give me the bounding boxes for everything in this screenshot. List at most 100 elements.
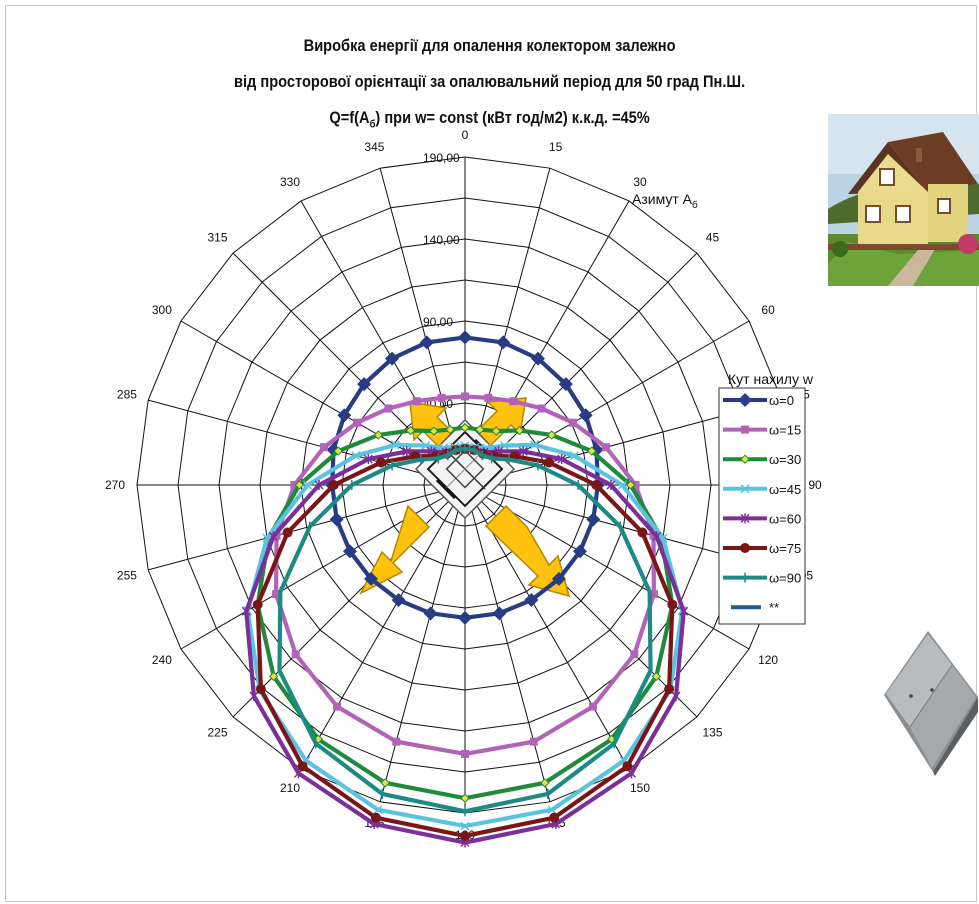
data-point bbox=[543, 457, 554, 468]
data-point bbox=[405, 425, 416, 436]
grid-spoke bbox=[148, 399, 466, 486]
angle-tick-label: 315 bbox=[207, 231, 227, 245]
legend-item: ω=90 bbox=[723, 571, 801, 586]
data-point bbox=[373, 430, 384, 440]
data-point bbox=[255, 684, 266, 695]
data-point bbox=[351, 451, 361, 461]
angle-tick-label: 225 bbox=[207, 725, 227, 739]
data-point bbox=[540, 778, 550, 788]
legend-box bbox=[718, 387, 806, 625]
data-point bbox=[518, 446, 528, 457]
data-point bbox=[601, 443, 610, 452]
legend-marker bbox=[738, 393, 752, 407]
data-point bbox=[297, 761, 308, 772]
series-5 bbox=[252, 443, 678, 841]
legend-item: ω=15 bbox=[723, 423, 801, 438]
data-point bbox=[370, 812, 381, 823]
data-point bbox=[509, 397, 518, 406]
data-point bbox=[329, 512, 344, 527]
data-point bbox=[402, 446, 412, 457]
data-point bbox=[551, 571, 566, 586]
angle-tick-label: 120 bbox=[758, 653, 778, 667]
legend-label: ** bbox=[769, 600, 779, 615]
data-point bbox=[651, 671, 662, 682]
data-point bbox=[291, 650, 300, 659]
data-point bbox=[667, 599, 678, 610]
data-point bbox=[586, 512, 601, 527]
legend-item: ω=60 bbox=[723, 511, 801, 526]
data-point bbox=[268, 671, 279, 682]
data-point bbox=[384, 404, 393, 413]
data-point bbox=[496, 335, 511, 350]
data-point bbox=[546, 430, 557, 440]
data-point bbox=[294, 480, 305, 490]
series-1 bbox=[272, 392, 658, 758]
data-point bbox=[357, 377, 372, 392]
angle-tick-label: 135 bbox=[702, 725, 722, 739]
data-point bbox=[445, 424, 455, 435]
data-point bbox=[460, 821, 470, 831]
legend-label: ω=30 bbox=[769, 452, 801, 467]
data-point bbox=[549, 812, 560, 823]
legend-label: ω=90 bbox=[769, 571, 801, 586]
data-point bbox=[376, 457, 387, 468]
data-point bbox=[637, 527, 648, 538]
data-point bbox=[249, 691, 259, 702]
data-point bbox=[671, 691, 681, 702]
chart-title-line-2: від просторової орієнтації за опалювальн… bbox=[233, 72, 746, 91]
data-point bbox=[588, 702, 597, 711]
legend-title: Кут нахилу w bbox=[728, 371, 814, 387]
data-point bbox=[622, 761, 633, 772]
data-point bbox=[272, 590, 281, 599]
chart-title-line-3: Q=f(Aб) при w= const (кВт год/м2) к.к.д.… bbox=[69, 108, 911, 130]
data-point bbox=[333, 702, 342, 711]
data-point bbox=[290, 481, 299, 489]
radial-tick-label: 140,00 bbox=[423, 233, 460, 247]
legend-marker bbox=[740, 543, 750, 553]
data-point bbox=[252, 599, 263, 610]
data-point bbox=[458, 610, 472, 625]
data-point bbox=[461, 749, 469, 758]
solar-collector-panel bbox=[884, 631, 978, 776]
angle-tick-label: 330 bbox=[280, 175, 300, 189]
data-point bbox=[303, 480, 313, 490]
legend-label: ω=0 bbox=[769, 393, 794, 408]
data-point bbox=[630, 650, 639, 659]
data-point bbox=[337, 408, 352, 423]
data-point bbox=[328, 480, 339, 490]
angle-tick-label: 300 bbox=[152, 303, 172, 317]
data-point bbox=[392, 737, 401, 746]
grid-spoke bbox=[379, 484, 466, 802]
data-point bbox=[529, 737, 538, 746]
data-point bbox=[568, 418, 577, 427]
data-point bbox=[353, 418, 362, 427]
angle-tick-label: 0 bbox=[462, 128, 469, 142]
radial-tick-label: 90,00 bbox=[423, 315, 453, 329]
grid-spoke bbox=[300, 484, 466, 770]
data-point bbox=[558, 377, 573, 392]
series-6 bbox=[277, 443, 653, 817]
data-point bbox=[530, 440, 540, 450]
title-formula-suffix: ) при w= const (кВт год/м2) к.к.д. =45% bbox=[375, 108, 650, 127]
data-point bbox=[423, 606, 438, 621]
data-point bbox=[625, 480, 636, 490]
data-point bbox=[591, 480, 602, 490]
house-photo bbox=[828, 114, 979, 286]
series-layer bbox=[241, 330, 689, 848]
chart-title-line-1: Виробка енергії для опалення колектором … bbox=[303, 36, 676, 55]
data-point bbox=[391, 593, 406, 608]
data-point bbox=[652, 531, 662, 542]
angle-tick-label: 210 bbox=[280, 781, 300, 795]
data-point bbox=[491, 426, 501, 436]
data-point bbox=[587, 446, 597, 456]
data-point bbox=[606, 480, 616, 490]
data-point bbox=[578, 408, 593, 423]
data-point bbox=[492, 606, 507, 621]
data-point bbox=[530, 351, 545, 366]
title-formula-subscript: б bbox=[369, 118, 376, 131]
data-point bbox=[282, 527, 293, 538]
data-point bbox=[314, 480, 324, 490]
angle-tick-label: 45 bbox=[706, 231, 720, 245]
data-point bbox=[631, 481, 640, 489]
